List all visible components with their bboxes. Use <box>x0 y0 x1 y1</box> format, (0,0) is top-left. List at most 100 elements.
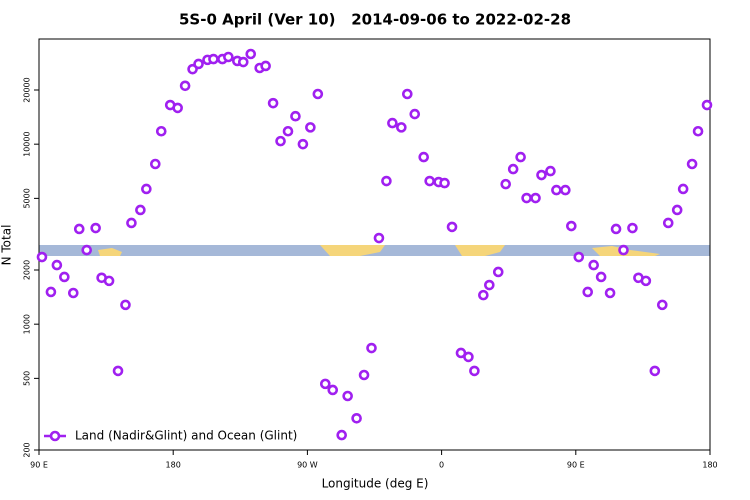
point <box>409 108 421 120</box>
point <box>342 390 353 402</box>
point <box>604 287 616 299</box>
point <box>439 177 450 189</box>
point <box>640 275 652 287</box>
point <box>478 289 489 301</box>
point <box>463 351 474 363</box>
x-tick-label: 180 <box>166 461 181 470</box>
point <box>396 122 407 133</box>
point <box>387 117 398 129</box>
point <box>179 80 191 92</box>
point <box>260 60 271 72</box>
y-axis-label: N Total <box>0 225 14 266</box>
point <box>90 222 101 234</box>
point <box>351 413 362 424</box>
point <box>692 125 704 137</box>
chart-title: 5S-0 April (Ver 10) 2014-09-06 to 2022-0… <box>179 11 571 29</box>
point <box>290 110 301 122</box>
point <box>649 365 661 377</box>
point <box>446 221 458 233</box>
point <box>582 286 594 298</box>
point <box>45 286 57 298</box>
point <box>312 88 324 100</box>
point <box>656 299 668 311</box>
land-patch <box>98 248 122 256</box>
point <box>536 169 547 181</box>
point <box>282 125 294 137</box>
y-tick-label: 500 <box>23 371 32 386</box>
point <box>618 244 629 256</box>
x-tick-label: 90 W <box>297 461 318 470</box>
y-tick-label: 200 <box>23 442 32 457</box>
point <box>595 271 607 283</box>
point <box>81 244 93 256</box>
x-tick-label: 0 <box>439 461 444 470</box>
point <box>172 102 183 114</box>
point <box>402 88 413 100</box>
land-patch <box>320 245 385 256</box>
x-tick-label: 90 E <box>567 461 585 470</box>
point <box>120 299 131 311</box>
point <box>686 158 698 170</box>
point <box>126 217 137 229</box>
point <box>588 259 599 271</box>
point <box>521 192 532 204</box>
point <box>36 251 48 263</box>
y-tick-label: 2000 <box>23 260 32 280</box>
point <box>336 429 347 441</box>
point <box>297 138 309 150</box>
point <box>469 365 480 377</box>
point <box>507 163 519 175</box>
point <box>424 175 435 187</box>
point <box>112 365 124 377</box>
point <box>627 222 638 234</box>
land-patch <box>455 245 505 256</box>
point <box>566 220 577 232</box>
point <box>484 279 495 291</box>
x-tick-label: 90 E <box>30 461 48 470</box>
x-tick-label: 180 <box>702 461 717 470</box>
legend-marker <box>49 430 61 442</box>
plot-frame <box>38 38 711 451</box>
point <box>193 58 204 70</box>
point <box>662 217 674 229</box>
point <box>381 175 392 187</box>
y-tick-label: 20000 <box>23 77 32 102</box>
x-axis-label: Longitude (deg E) <box>322 477 429 491</box>
point <box>223 51 234 63</box>
point <box>677 183 689 195</box>
point <box>500 178 512 190</box>
point <box>530 192 541 204</box>
point <box>73 223 85 235</box>
point <box>573 251 585 263</box>
point <box>135 204 146 216</box>
legend-label: Land (Nadir&Glint) and Ocean (Glint) <box>75 429 297 443</box>
point <box>545 165 556 177</box>
point <box>155 125 167 137</box>
point <box>551 184 562 196</box>
map-strip <box>39 245 710 256</box>
point <box>208 53 219 65</box>
point <box>150 158 161 170</box>
point <box>67 287 79 299</box>
point <box>358 369 370 381</box>
point <box>59 271 70 283</box>
point <box>373 232 385 244</box>
point <box>515 151 526 163</box>
point <box>560 184 571 196</box>
point <box>327 384 339 396</box>
point <box>319 378 331 390</box>
point <box>671 204 683 216</box>
point <box>237 56 249 68</box>
point <box>275 135 286 147</box>
y-tick-label: 10000 <box>23 131 32 156</box>
point <box>610 223 622 235</box>
point <box>366 342 377 354</box>
point <box>267 97 279 109</box>
point <box>305 122 316 133</box>
point <box>51 259 63 271</box>
point <box>245 48 257 60</box>
point <box>103 275 115 287</box>
point <box>418 151 430 163</box>
point <box>701 99 713 111</box>
